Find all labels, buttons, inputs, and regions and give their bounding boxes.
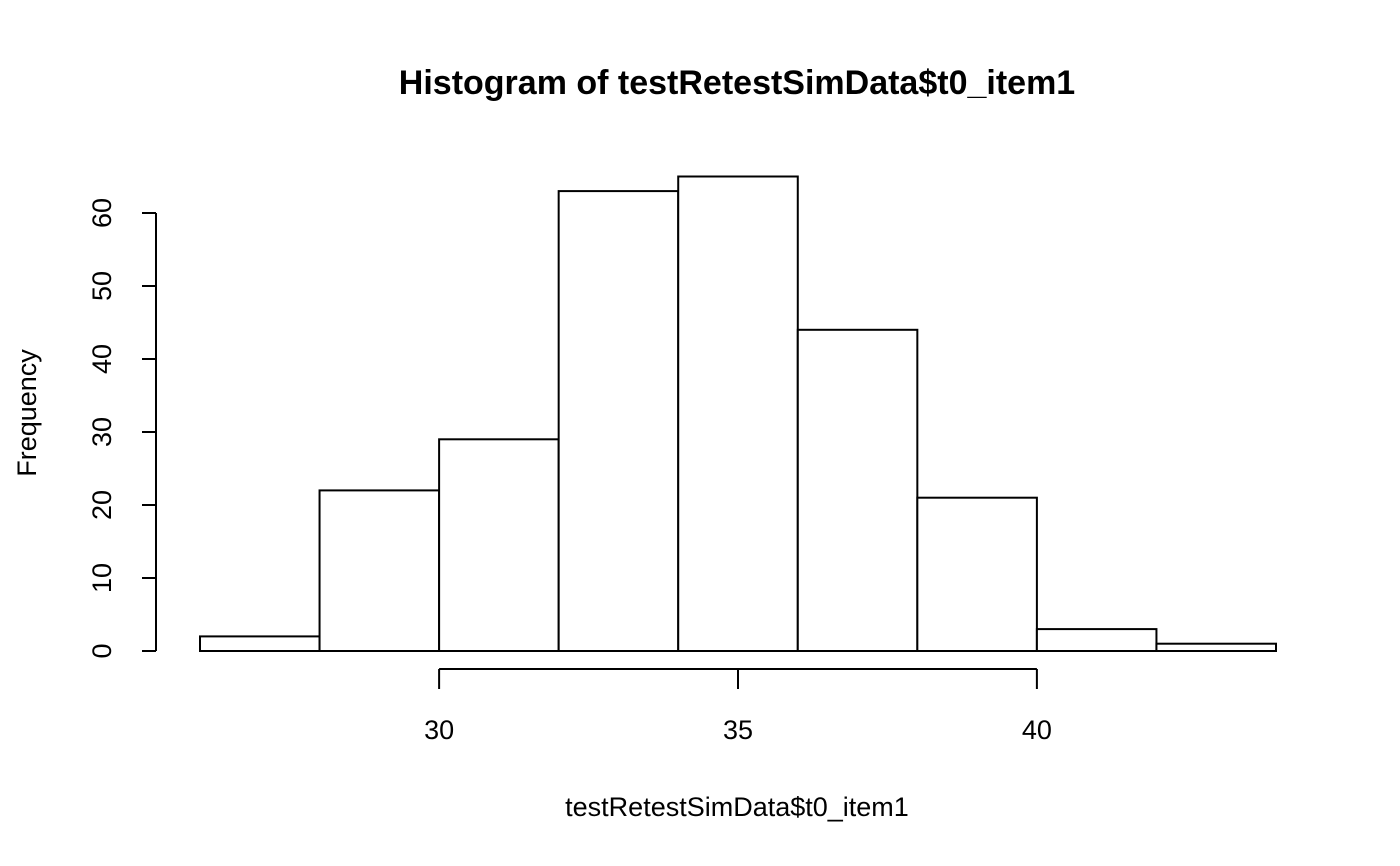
histogram-bar <box>916 496 1038 653</box>
histogram-bar <box>438 438 560 652</box>
x-axis: 30 35 40 <box>424 668 1052 745</box>
y-tick-label: 60 <box>87 198 117 228</box>
chart-title: Histogram of testRetestSimData$t0_item1 <box>399 64 1075 102</box>
histogram-bar <box>1155 642 1278 653</box>
histogram-bar <box>796 328 919 652</box>
y-axis: 0 10 20 30 40 50 60 <box>87 198 157 659</box>
histogram-bar <box>677 175 799 652</box>
y-tick-label: 0 <box>87 643 117 658</box>
histogram-bars <box>199 175 1278 653</box>
y-tick-label: 30 <box>87 417 117 447</box>
y-tick-label: 40 <box>87 344 117 374</box>
y-tick-label: 50 <box>87 271 117 301</box>
histogram-bar <box>557 190 680 652</box>
x-tick-label: 30 <box>424 715 454 745</box>
x-tick-label: 35 <box>723 715 753 745</box>
y-tick-label: 10 <box>87 563 117 593</box>
histogram-bar <box>318 489 441 652</box>
x-tick-label: 40 <box>1022 715 1052 745</box>
histogram-bar <box>199 635 321 653</box>
histogram-bar <box>1035 628 1158 652</box>
y-axis-label: Frequency <box>12 349 42 477</box>
y-tick-label: 20 <box>87 490 117 520</box>
x-axis-label: testRetestSimData$t0_item1 <box>565 792 909 822</box>
